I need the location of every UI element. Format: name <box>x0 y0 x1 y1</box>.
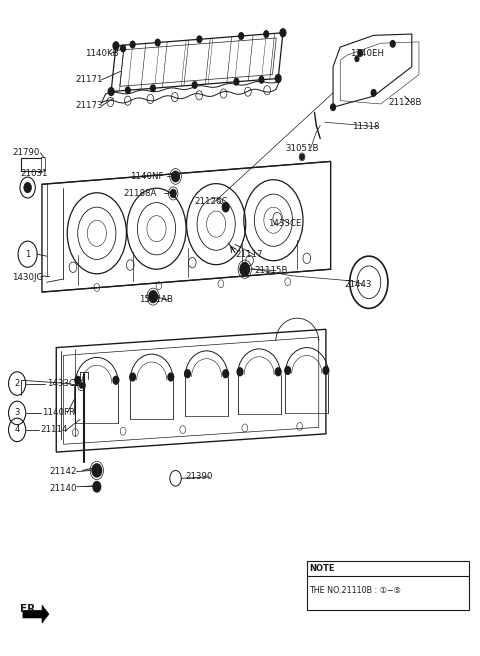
Circle shape <box>130 41 135 48</box>
Text: 1140KB: 1140KB <box>85 49 119 58</box>
Text: 21114: 21114 <box>40 425 68 434</box>
Circle shape <box>130 373 135 381</box>
Circle shape <box>170 190 176 197</box>
Text: 21140: 21140 <box>49 483 77 493</box>
Text: 11318: 11318 <box>352 122 380 131</box>
Text: 21173: 21173 <box>75 102 103 110</box>
Circle shape <box>149 291 157 302</box>
Text: THE NO.21110B : ①−⑤: THE NO.21110B : ①−⑤ <box>309 586 401 595</box>
Circle shape <box>222 203 229 212</box>
Circle shape <box>156 39 160 46</box>
Text: 21128B: 21128B <box>388 98 421 107</box>
Circle shape <box>80 383 84 388</box>
Circle shape <box>75 377 81 384</box>
Text: 1: 1 <box>25 250 30 258</box>
Circle shape <box>92 464 102 477</box>
Circle shape <box>358 50 363 56</box>
Circle shape <box>285 367 290 375</box>
Circle shape <box>172 171 180 182</box>
Circle shape <box>300 154 304 159</box>
Circle shape <box>240 262 250 276</box>
Circle shape <box>371 90 376 96</box>
Text: 21188A: 21188A <box>123 189 156 198</box>
Circle shape <box>113 377 119 384</box>
Text: 31051B: 31051B <box>285 144 319 153</box>
Text: 3: 3 <box>14 409 20 417</box>
Circle shape <box>125 87 130 94</box>
Circle shape <box>223 370 228 378</box>
Circle shape <box>390 41 395 47</box>
Text: 1140FR: 1140FR <box>42 409 75 417</box>
Text: 2: 2 <box>14 379 20 388</box>
Circle shape <box>113 42 119 50</box>
Text: 21115B: 21115B <box>254 266 288 275</box>
Text: 21031: 21031 <box>21 169 48 178</box>
Circle shape <box>331 104 336 110</box>
Text: 1430JC: 1430JC <box>12 272 42 281</box>
Circle shape <box>120 45 125 52</box>
Text: 21390: 21390 <box>185 472 213 482</box>
Text: NOTE: NOTE <box>309 564 335 573</box>
Text: 1140NF: 1140NF <box>130 172 164 181</box>
Circle shape <box>239 33 243 39</box>
Text: 21171: 21171 <box>75 75 103 84</box>
Circle shape <box>197 36 202 43</box>
Circle shape <box>355 56 359 62</box>
Circle shape <box>237 368 243 376</box>
Circle shape <box>234 79 239 85</box>
Text: 1433CB: 1433CB <box>47 379 81 388</box>
Text: 21142: 21142 <box>49 467 77 476</box>
Circle shape <box>168 373 174 381</box>
Circle shape <box>108 88 114 96</box>
Circle shape <box>276 368 281 376</box>
Circle shape <box>264 31 269 37</box>
Text: FR.: FR. <box>21 604 40 614</box>
Circle shape <box>93 482 101 492</box>
Text: 21126C: 21126C <box>195 197 228 206</box>
Text: 21443: 21443 <box>344 279 372 289</box>
Circle shape <box>280 29 286 37</box>
Circle shape <box>276 75 281 83</box>
Circle shape <box>151 85 156 92</box>
Circle shape <box>323 367 329 375</box>
Text: 21790: 21790 <box>12 148 39 157</box>
Circle shape <box>24 182 32 193</box>
Circle shape <box>192 82 197 89</box>
Circle shape <box>259 77 264 83</box>
Polygon shape <box>23 605 49 623</box>
Text: 21117: 21117 <box>235 251 263 259</box>
Text: 4: 4 <box>14 425 20 434</box>
Text: 1571AB: 1571AB <box>139 295 173 304</box>
Circle shape <box>185 370 191 378</box>
Text: 1433CE: 1433CE <box>268 219 301 228</box>
Text: 1140EH: 1140EH <box>350 49 384 58</box>
